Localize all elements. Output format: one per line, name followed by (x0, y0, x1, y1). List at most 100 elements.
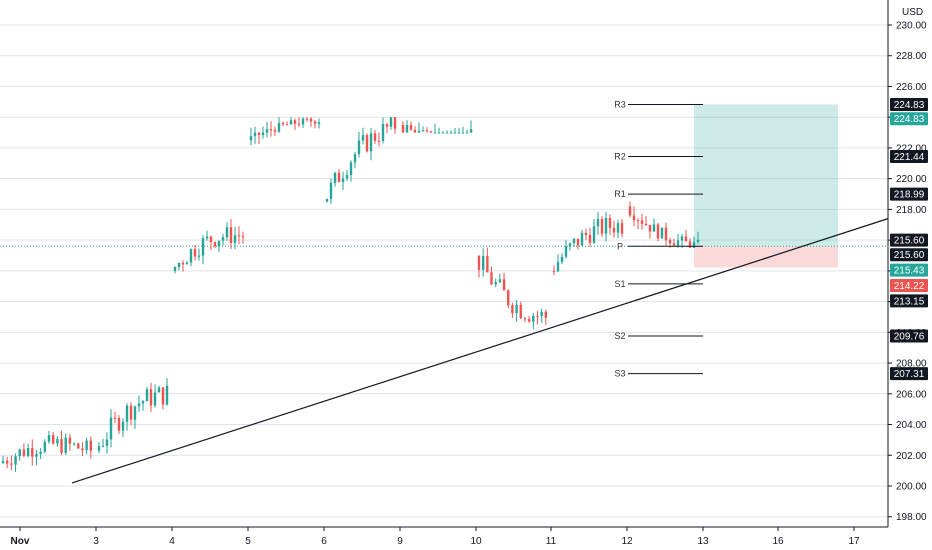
candle-body (576, 238, 580, 246)
candle-body (225, 227, 229, 238)
price-tag-label: 215.60 (894, 250, 925, 261)
candle-body (141, 401, 145, 404)
target-zone[interactable] (694, 104, 838, 247)
candle-body (494, 282, 497, 285)
candle-body (393, 117, 397, 129)
candle-body (341, 178, 345, 183)
candle-body (197, 255, 201, 257)
candle-body (568, 243, 572, 247)
x-tick-label: 4 (169, 536, 175, 547)
candle-body (97, 446, 101, 451)
y-tick-label: 228.00 (896, 51, 927, 62)
candle-body (672, 243, 676, 246)
candle-body (297, 123, 301, 125)
candle-body (540, 311, 543, 316)
trendline-support[interactable] (71, 218, 889, 484)
trendline[interactable] (71, 218, 889, 484)
candle-body (193, 249, 197, 257)
price-tag (890, 329, 928, 343)
candle-body (620, 223, 624, 234)
candle-body (209, 236, 213, 243)
candle-body (684, 236, 688, 242)
price-tag-label: 221.44 (894, 152, 925, 163)
candle-body (39, 451, 42, 455)
candle-body (265, 129, 269, 133)
candle-body (257, 132, 261, 136)
candle-body (149, 389, 153, 406)
candle-body (511, 305, 514, 314)
candle-body (85, 440, 88, 451)
x-tick-label: 12 (621, 536, 633, 547)
price-tag (890, 233, 928, 247)
candle-body (189, 249, 193, 263)
candle-body (664, 227, 668, 241)
x-tick-label: 3 (93, 536, 99, 547)
price-tag (890, 263, 928, 277)
candle-body (486, 256, 489, 273)
candle-body (277, 123, 281, 132)
candle-body (544, 311, 548, 318)
candle-body (81, 448, 84, 451)
candle-body (527, 319, 531, 322)
x-tick-label: 17 (848, 536, 860, 547)
x-tick-label: 10 (470, 536, 482, 547)
y-tick-label: 206.00 (896, 389, 927, 400)
candle-body (361, 135, 365, 141)
y-tick-label: 220.00 (896, 174, 927, 185)
candle-body (105, 439, 109, 446)
x-tick-label: 16 (772, 536, 784, 547)
candle-body (457, 132, 461, 134)
candle-body (281, 123, 285, 125)
pivot-label-p: P (617, 241, 623, 251)
candle-body (515, 304, 518, 314)
candle-body (285, 124, 289, 126)
candle-body (616, 223, 620, 233)
candle-body (349, 162, 353, 175)
candle-body (165, 385, 169, 405)
candle-body (217, 240, 221, 247)
price-tag (890, 150, 928, 164)
candle-body (373, 133, 377, 141)
x-tick-label: 11 (546, 536, 557, 547)
y-tick-label: 200.00 (896, 482, 927, 493)
candle-body (309, 118, 313, 122)
price-tag-label: 224.83 (894, 100, 925, 111)
candle-body (14, 456, 17, 465)
candle-body (604, 217, 608, 234)
candle-body (381, 124, 385, 141)
stop-zone[interactable] (694, 246, 838, 268)
candle-body (109, 417, 113, 440)
candle-body (26, 447, 30, 456)
candle-body (301, 118, 305, 125)
candle-body (60, 439, 63, 453)
candle-body (588, 234, 592, 243)
candle-body (77, 443, 80, 449)
candlesticks (1, 117, 700, 472)
candle-body (385, 124, 389, 127)
candle-body (417, 130, 421, 133)
candle-body (337, 172, 341, 183)
candle-body (101, 445, 105, 447)
candle-body (237, 235, 241, 237)
candle-body (644, 223, 648, 225)
candle-body (157, 387, 161, 393)
candle-body (421, 130, 425, 132)
pivot-label-s2: S2 (614, 331, 625, 341)
candle-body (173, 266, 177, 271)
y-tick-label: 202.00 (896, 451, 927, 462)
candle-body (133, 406, 137, 420)
candle-body (425, 130, 429, 132)
candle-body (429, 131, 433, 133)
candle-body (43, 441, 47, 452)
candle-body (125, 405, 129, 422)
candle-body (608, 217, 612, 228)
price-tag (890, 278, 928, 292)
candle-body (145, 389, 149, 402)
candle-body (600, 218, 604, 234)
candle-body (89, 440, 93, 451)
candle-body (129, 405, 133, 420)
candle-body (692, 241, 696, 248)
candle-body (592, 226, 596, 243)
price-tag-label: 218.99 (894, 190, 925, 201)
